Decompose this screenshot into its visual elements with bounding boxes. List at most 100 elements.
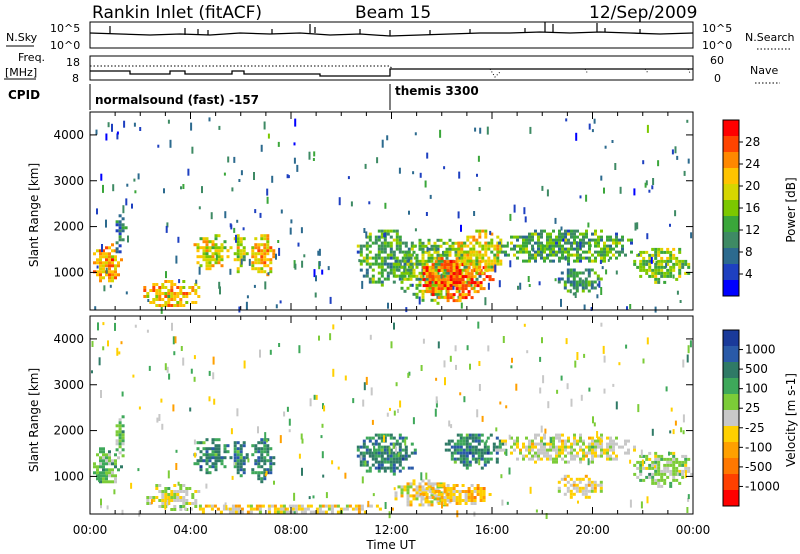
echo-cell [642,265,646,269]
echo-cell [377,445,381,449]
echo-cell [567,445,570,449]
echo-cell [99,273,102,277]
echo-cell [457,289,461,293]
echo-cell [433,497,437,501]
echo-cell [430,298,434,302]
echo-cell [365,436,369,440]
echo-cell [269,261,273,265]
echo-cell [100,498,102,507]
echo-cell [158,490,162,493]
echo-cell [421,479,425,483]
echo-cell [372,493,375,497]
echo-cell [254,243,258,247]
echo-cell [615,442,618,446]
echo-cell [522,457,525,461]
y-tick-label: 3000 [53,174,84,188]
echo-cell [383,435,385,443]
echo-cell [459,436,463,440]
echo-cell [369,334,372,340]
echo-cell [425,496,429,499]
echo-cell [427,503,431,507]
echo-cell [380,436,384,440]
echo-cell [179,292,183,295]
echo-cell [558,238,561,242]
echo-cell [484,262,488,266]
echo-cell [599,260,602,264]
echo-cell [558,235,561,239]
echo-cell [427,247,431,251]
echo-cell [318,504,322,508]
echo-cell [394,494,398,498]
echo-cell [407,466,411,470]
echo-cell [543,436,546,440]
echo-cell [543,433,546,437]
echo-cell [185,493,189,496]
echo-cell [111,474,114,478]
echo-cell [99,261,102,265]
echo-cell [220,249,224,253]
echo-cell [570,229,573,233]
echo-cell [392,460,396,464]
echo-cell [461,499,465,502]
echo-cell [646,124,649,133]
echo-cell [279,504,283,508]
echo-cell [260,447,264,451]
echo-cell [587,274,591,278]
echo-cell [377,244,381,248]
echo-cell [269,456,273,460]
echo-cell [639,259,643,263]
echo-cell [465,466,469,470]
echo-cell [152,301,156,304]
echo-cell [251,444,255,448]
echo-cell [582,235,585,239]
echo-cell [687,466,691,470]
echo-cell [537,238,540,242]
echo-cell [534,256,537,260]
echo-cell [198,206,201,210]
echo-cell [411,283,414,287]
echo-cell [540,229,543,233]
echo-cell [546,247,549,251]
echo-cell [418,296,421,305]
echo-cell [386,271,390,275]
echo-cell [478,361,481,366]
echo-cell [651,253,655,257]
echo-cell [433,250,437,254]
echo-cell [386,277,390,281]
echo-cell [470,496,474,499]
echo-cell [558,439,561,443]
echo-cell [642,259,646,263]
echo-cell [118,214,122,218]
echo-cell [516,235,519,239]
echo-cell [596,483,600,487]
echo-cell [412,250,416,254]
echo-cell [458,275,462,279]
echo-cell [684,457,688,461]
echo-cell [646,337,649,345]
echo-cell [269,270,273,274]
echo-cell [253,284,256,288]
echo-cell [152,496,156,499]
echo-cell [435,400,438,408]
echo-cell [442,268,446,272]
echo-cell [567,253,570,257]
echo-cell [257,450,261,454]
echo-cell [99,477,102,481]
echo-cell [380,460,384,464]
echo-cell [121,229,125,233]
echo-cell [257,465,261,469]
echo-cell [182,357,185,366]
echo-cell [525,244,528,248]
echo-cell [528,259,531,263]
echo-cell [409,500,413,504]
echo-cell [594,250,597,254]
echo-cell [163,188,165,194]
echo-cell [118,226,122,230]
echo-cell [239,264,243,268]
echo-cell [199,255,203,259]
echo-cell [470,272,474,276]
echo-cell [121,217,125,221]
echo-cell [587,495,591,499]
echo-cell [546,442,549,446]
echo-cell [398,247,402,251]
